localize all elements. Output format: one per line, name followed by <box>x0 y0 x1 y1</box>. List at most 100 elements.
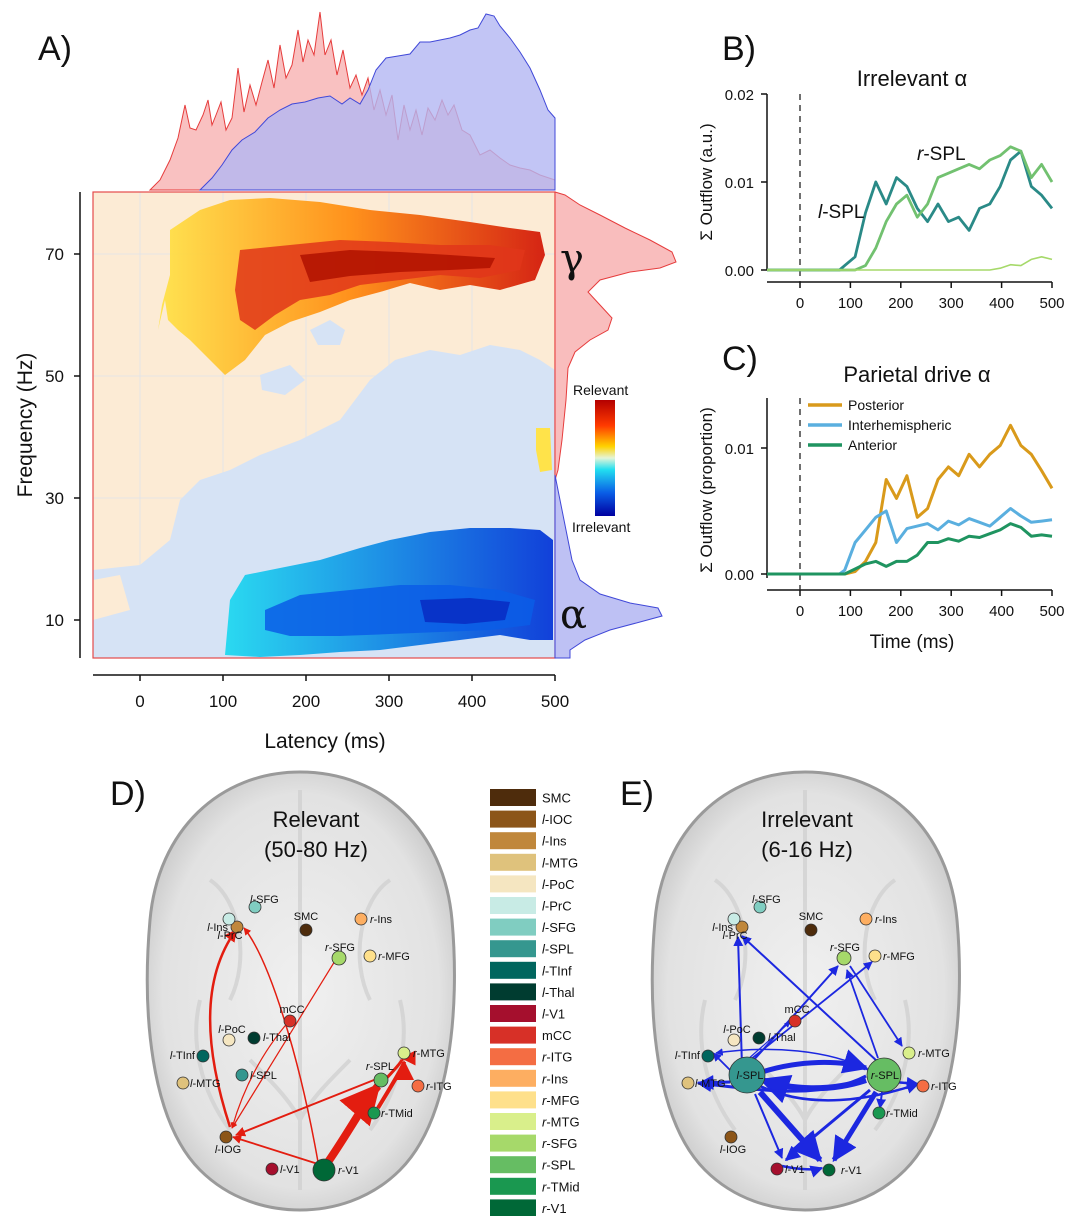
legend-label-l-ins: l-Ins <box>542 834 567 849</box>
node-l-sfg <box>248 900 262 914</box>
legend-label-mcc: mCC <box>542 1028 572 1043</box>
node-l-thal <box>752 1031 766 1045</box>
node-label-r-mfg: r-MFG <box>378 951 410 963</box>
panel-c-lines <box>767 423 1054 576</box>
panel-c-x-axis-label: Time (ms) <box>870 632 955 653</box>
node-label-l-spl: l-SPL <box>737 1070 764 1082</box>
panel-e-title-line1: Irrelevant <box>761 807 853 832</box>
node-label-l-ins: l-Ins <box>712 922 733 934</box>
node-mcc <box>788 1014 802 1028</box>
panel-b-title: Irrelevant α <box>857 66 968 91</box>
node-label-l-poc: l-PoC <box>218 1024 246 1036</box>
legend-swatch-smc <box>490 789 536 806</box>
legend-label-r-mtg: r-MTG <box>542 1115 580 1130</box>
node-r-itg <box>411 1079 425 1093</box>
node-label-smc: SMC <box>799 911 824 923</box>
panel-c-x-tick-label: 100 <box>838 603 863 620</box>
panel-c-x-tick-label: 200 <box>888 603 913 620</box>
heatmap-x-ticks <box>139 675 556 681</box>
heatmap-x-tick-label: 300 <box>375 692 403 711</box>
node-l-poc <box>727 1033 741 1047</box>
node-r-mtg <box>397 1046 411 1060</box>
legend-label-l-prc: l-PrC <box>542 899 572 914</box>
heatmap-y-ticks <box>74 253 80 621</box>
node-label-smc: SMC <box>294 911 319 923</box>
node-label-mcc: mCC <box>279 1004 304 1016</box>
node-l-tinf <box>701 1049 715 1063</box>
legend-label-posterior: Posterior <box>848 397 904 413</box>
node-label-r-sfg: r-SFG <box>325 942 355 954</box>
panel-b: B) Irrelevant α 0.02 0.01 0.00 0 100 200… <box>697 30 1065 312</box>
node-label-l-thal: l-Thal <box>263 1032 291 1044</box>
heatmap-x-axis-label: Latency (ms) <box>264 730 385 753</box>
node-l-v1 <box>770 1162 784 1176</box>
node-r-sfg <box>836 950 852 966</box>
legend-swatch-r-mtg <box>490 1113 536 1130</box>
node-l-ins <box>230 920 244 934</box>
legend-label-l-v1: l-V1 <box>542 1007 565 1022</box>
node-label-l-v1: l-V1 <box>280 1164 300 1176</box>
heatmap-x-tick-label: 400 <box>458 692 486 711</box>
panel-b-x-tick-label: 400 <box>989 295 1014 312</box>
legend-label-l-tinf: l-TInf <box>542 963 572 978</box>
legend-label-anterior: Anterior <box>848 437 897 453</box>
heatmap-y-tick-label: 70 <box>45 245 64 264</box>
node-r-v1 <box>312 1158 336 1182</box>
heatmap-relevant-beta-speck <box>536 428 552 472</box>
legend-label-interhemispheric: Interhemispheric <box>848 417 952 433</box>
node-label-l-prc: l-PrC <box>722 930 747 942</box>
panel-b-x-tick-label: 500 <box>1039 295 1064 312</box>
alpha-band-label: α <box>560 592 587 638</box>
panel-c: C) Parietal drive α 0.01 0.00 0 100 200 … <box>697 340 1065 653</box>
panel-b-x-tick-label: 0 <box>796 295 804 312</box>
heatmap-weak-region-upper <box>310 320 345 345</box>
legend-swatch-r-ins <box>490 1069 536 1087</box>
node-label-l-thal: l-Thal <box>768 1032 796 1044</box>
node-label-l-iog: l-IOG <box>215 1144 241 1156</box>
heatmap-x-tick-label: 500 <box>541 692 569 711</box>
series-line-b-3 <box>767 256 1053 271</box>
heatmap-y-tick-label: 10 <box>45 611 64 630</box>
node-r-tmid <box>367 1106 381 1120</box>
node-label-l-spl: l-SPL <box>250 1070 277 1082</box>
l-spl-annotation: l-SPL <box>818 202 864 223</box>
colorbar <box>595 400 615 516</box>
r-spl-annotation: r-SPL <box>917 144 966 165</box>
node-r-mtg <box>902 1046 916 1060</box>
legend-label-l-poc: l-PoC <box>542 877 575 892</box>
node-label-mcc: mCC <box>784 1004 809 1016</box>
node-r-tmid <box>872 1106 886 1120</box>
legend-swatch-l-tinf <box>490 961 536 979</box>
legend-swatch-r-mfg <box>490 1091 536 1109</box>
legend-label-r-sfg: r-SFG <box>542 1136 577 1151</box>
panel-e-connections <box>696 935 920 1178</box>
panel-c-y-ticks <box>761 447 767 575</box>
irrelevant-latency-density <box>198 13 556 191</box>
heatmap-x-tick-label: 100 <box>209 692 237 711</box>
panel-e-nodes: l-SFG SMC r-Ins l-Ins r-SFG r-MFG l-PrC mCC l-Po… <box>675 894 957 1177</box>
panel-d-title-line1: Relevant <box>273 807 360 832</box>
panel-b-lines <box>767 145 1054 272</box>
node-label-r-mfg: r-MFG <box>883 951 915 963</box>
heatmap-relevant-gamma-peak <box>300 250 495 282</box>
node-smc <box>804 923 818 937</box>
legend-label-smc: SMC <box>542 791 571 806</box>
panel-c-x-tick-label: 400 <box>989 603 1014 620</box>
node-label-l-tinf: l-TInf <box>170 1050 196 1062</box>
node-l-prc <box>222 912 236 926</box>
legend-label-l-thal: l-Thal <box>542 985 575 1000</box>
node-label-r-tmid: r-TMid <box>381 1108 413 1120</box>
heatmap-irrelevant-alpha-peak <box>420 598 510 624</box>
panel-b-y-tick-label: 0.00 <box>725 263 754 280</box>
node-r-sfg <box>331 950 347 966</box>
panel-b-y-tick-label: 0.01 <box>725 175 754 192</box>
legend-swatch-l-ins <box>490 832 536 850</box>
legend-label-l-sfg: l-SFG <box>542 920 576 935</box>
region-legend: SMC l-IOC l-Ins l-MTG l-PoC l-PrC l-SFG l-SPL l-… <box>490 789 580 1216</box>
panel-d-title-line2: (50-80 Hz) <box>264 837 368 862</box>
node-r-mfg <box>868 949 882 963</box>
node-r-spl <box>866 1057 902 1093</box>
panel-c-x-tick-label: 0 <box>796 603 804 620</box>
heatmap-y-tick-label: 50 <box>45 367 64 386</box>
panel-b-x-tick-label: 100 <box>838 295 863 312</box>
